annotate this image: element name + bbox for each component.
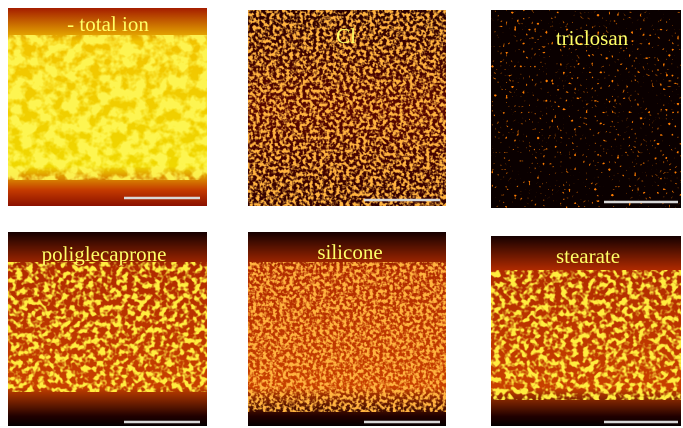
panel: poliglecaprone [8,232,207,426]
panel-label: triclosan [556,26,629,50]
panel: Cl [248,10,446,206]
panel: - total ion [8,8,207,206]
panel-label: - total ion [67,12,149,36]
panel-label: silicone [317,240,382,264]
panel: silicone [248,232,446,426]
panel: stearate [491,236,681,426]
panel: triclosan [491,10,681,208]
image-texture [8,35,207,180]
image-texture [248,262,446,412]
panel-label: stearate [556,244,620,268]
panel-label: Cl [336,24,356,48]
image-texture [8,262,207,392]
image-texture [491,270,681,400]
panel-label: poliglecaprone [42,242,167,266]
figure: - total ion Cl triclosan poliglecaprone … [0,0,683,428]
